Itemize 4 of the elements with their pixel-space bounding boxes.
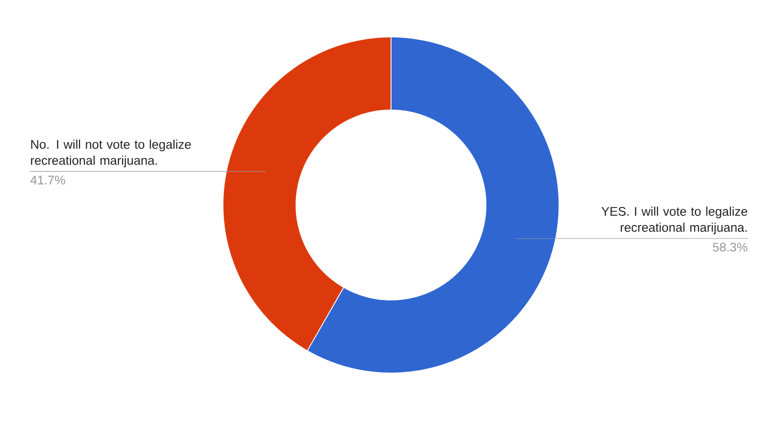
- data-label: 58.3%: [712, 242, 748, 252]
- slice-label: YES. I will vote to legalize recreational marijuana.: [602, 206, 748, 234]
- data-label: 41.7%: [30, 176, 66, 184]
- slice-label: No. I will not vote to legalize recreational marijuana.: [31, 140, 191, 168]
